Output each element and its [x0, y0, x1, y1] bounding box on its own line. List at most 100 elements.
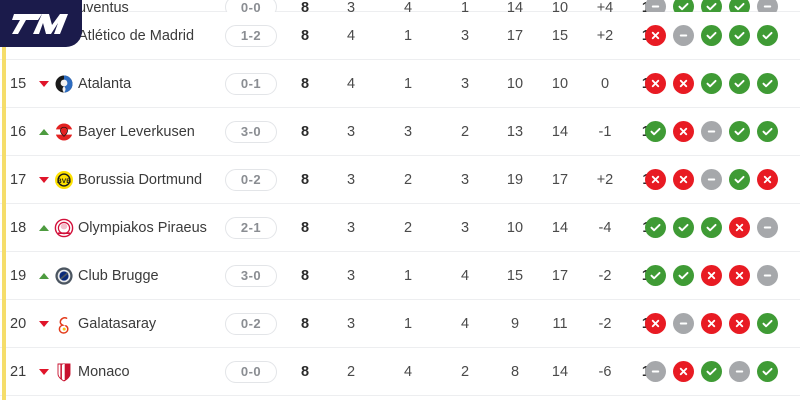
form-badge-win[interactable] — [673, 265, 694, 286]
goals-for-cell: 10 — [506, 75, 524, 92]
check-icon — [706, 2, 717, 11]
club-name[interactable]: Galatasaray — [78, 315, 157, 332]
form-badge-draw[interactable] — [701, 121, 722, 142]
form-badge-win[interactable] — [757, 25, 778, 46]
score-cell[interactable]: 0-0 — [222, 348, 280, 395]
rank-cell: 18 — [10, 219, 27, 236]
check-icon — [678, 271, 689, 280]
form-badge-draw[interactable] — [757, 217, 778, 238]
form-badge-win[interactable] — [729, 25, 750, 46]
wins-cell: 4 — [346, 27, 356, 44]
form-badge-loss[interactable] — [645, 313, 666, 334]
draws-cell: 1 — [403, 315, 413, 332]
club-name[interactable]: Atlético de Madrid — [78, 27, 195, 44]
form-badge-win[interactable] — [729, 73, 750, 94]
form-badge-loss[interactable] — [673, 121, 694, 142]
form-badge-win[interactable] — [757, 73, 778, 94]
form-badge-win[interactable] — [701, 361, 722, 382]
goals-against-cell: 14 — [551, 123, 569, 140]
score-pill: 0-0 — [225, 360, 277, 383]
score-cell[interactable]: 2-1 — [222, 204, 280, 251]
form-badge-loss[interactable] — [645, 169, 666, 190]
score-cell[interactable]: 1-2 — [222, 12, 280, 59]
form-badge-loss[interactable] — [673, 169, 694, 190]
form-badge-draw[interactable] — [701, 169, 722, 190]
form-badge-win[interactable] — [701, 217, 722, 238]
form-badge-win[interactable] — [673, 217, 694, 238]
form-badge-win[interactable] — [701, 73, 722, 94]
score-pill: 0-1 — [225, 72, 277, 95]
score-cell[interactable]: 0-2 — [222, 300, 280, 347]
trend-indicator — [36, 156, 52, 203]
club-name[interactable]: Monaco — [78, 363, 130, 380]
goal-diff-cell: -4 — [598, 219, 612, 236]
club-name[interactable]: Borussia Dortmund — [78, 171, 203, 188]
check-icon — [706, 367, 717, 376]
form-badge-loss[interactable] — [673, 73, 694, 94]
losses-cell: 2 — [460, 123, 470, 140]
played-cell: 8 — [300, 315, 310, 332]
form-badge-win[interactable] — [757, 121, 778, 142]
form-badge-win[interactable] — [729, 169, 750, 190]
club-name[interactable]: Atalanta — [78, 75, 132, 92]
score-cell[interactable]: 3-0 — [222, 108, 280, 155]
goal-diff-cell: -6 — [598, 363, 612, 380]
form-badge-draw[interactable] — [673, 25, 694, 46]
trend-down-icon — [39, 368, 49, 375]
form-badge-draw[interactable] — [757, 265, 778, 286]
form-badge-loss[interactable] — [729, 265, 750, 286]
played-cell: 8 — [300, 363, 310, 380]
score-cell[interactable]: 0-1 — [222, 60, 280, 107]
club-name[interactable]: Bayer Leverkusen — [78, 123, 195, 140]
club-name[interactable]: Olympiakos Piraeus — [78, 219, 207, 236]
form-badge-loss[interactable] — [757, 169, 778, 190]
trend-down-icon — [39, 176, 49, 183]
goals-for-cell: 15 — [506, 267, 524, 284]
form-badge-loss[interactable] — [645, 73, 666, 94]
score-cell[interactable]: 0-2 — [222, 156, 280, 203]
form-badge-win[interactable] — [701, 25, 722, 46]
form-badge-win[interactable] — [757, 361, 778, 382]
club-crest — [52, 252, 76, 299]
cross-icon — [651, 319, 660, 328]
form-badge-win[interactable] — [729, 121, 750, 142]
form-badge-loss[interactable] — [673, 361, 694, 382]
form-badge-draw[interactable] — [729, 361, 750, 382]
form-badge-win[interactable] — [757, 313, 778, 334]
goals-for-cell: 17 — [506, 27, 524, 44]
trend-down-icon — [39, 80, 49, 87]
form-badge-win[interactable] — [645, 121, 666, 142]
check-icon — [706, 31, 717, 40]
form-badge-win[interactable] — [645, 265, 666, 286]
losses-cell: 3 — [460, 171, 470, 188]
score-cell[interactable]: 3-0 — [222, 252, 280, 299]
form-badge-draw[interactable] — [673, 313, 694, 334]
form-badge-draw[interactable] — [645, 361, 666, 382]
form-badge-loss[interactable] — [729, 313, 750, 334]
form-badge-loss[interactable] — [701, 313, 722, 334]
form-badge-loss[interactable] — [729, 217, 750, 238]
cross-icon — [679, 175, 688, 184]
goals-for-cell: 13 — [506, 123, 524, 140]
check-icon — [762, 319, 773, 328]
form-badge-loss[interactable] — [701, 265, 722, 286]
dash-icon — [763, 5, 772, 8]
cross-icon — [679, 367, 688, 376]
rank-cell: 20 — [10, 315, 27, 332]
form-badge-loss[interactable] — [645, 25, 666, 46]
form-badge-win[interactable] — [645, 217, 666, 238]
transfermarkt-logo-badge[interactable] — [0, 0, 82, 47]
club-name[interactable]: Club Brugge — [78, 267, 159, 284]
check-icon — [762, 367, 773, 376]
club-crest — [52, 348, 76, 395]
cross-icon — [763, 175, 772, 184]
